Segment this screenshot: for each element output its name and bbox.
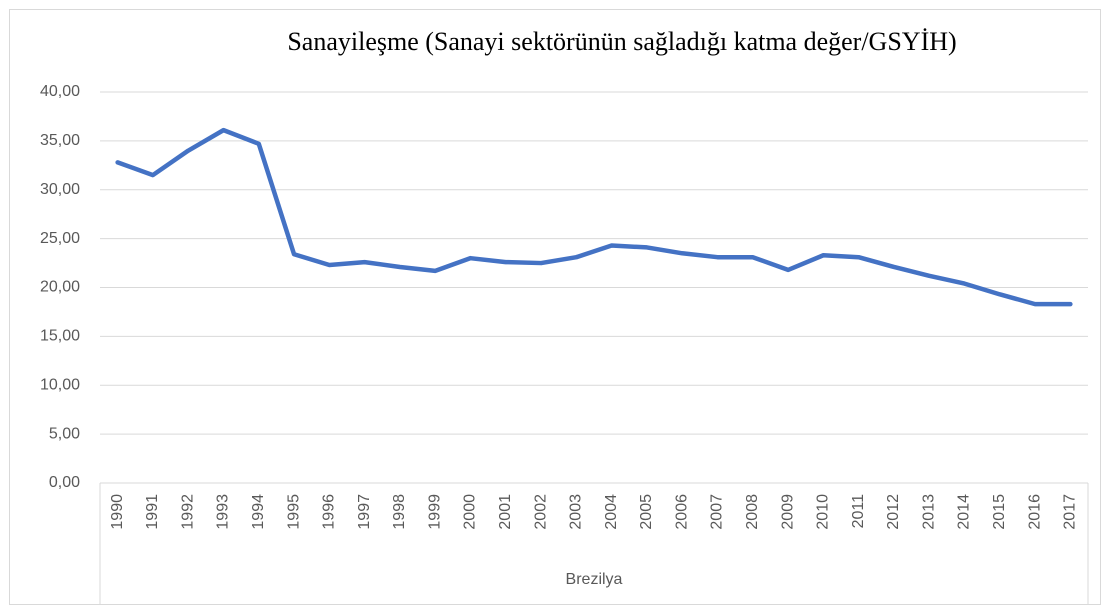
x-tick-label: 2007 xyxy=(709,494,726,530)
line-series xyxy=(115,127,1073,307)
chart-title: Sanayileşme (Sanayi sektörünün sağladığı… xyxy=(287,27,956,56)
x-tick-label: 1996 xyxy=(321,494,338,530)
x-tick-label: 2006 xyxy=(673,494,690,530)
chart-border xyxy=(9,9,1101,605)
y-tick-label: 30,00 xyxy=(40,181,80,198)
y-tick-label: 10,00 xyxy=(40,376,80,393)
x-tick-label: 2003 xyxy=(568,494,585,530)
x-tick-label: 2005 xyxy=(638,494,655,530)
x-tick-label: 1995 xyxy=(285,494,302,530)
x-tick-label: 2013 xyxy=(920,494,937,530)
y-tick-label: 20,00 xyxy=(40,279,80,296)
y-tick-label: 25,00 xyxy=(40,230,80,247)
x-tick-label: 2002 xyxy=(532,494,549,530)
x-tick-label: 2016 xyxy=(1026,494,1043,530)
x-tick-label: 1997 xyxy=(356,494,373,530)
x-tick-label: 2001 xyxy=(497,494,514,530)
x-tick-label: 2010 xyxy=(815,494,832,530)
x-tick-label: 1993 xyxy=(215,494,232,530)
x-tick-label: 2014 xyxy=(956,494,973,530)
y-tick-label: 5,00 xyxy=(49,425,80,442)
x-tick-label: 2017 xyxy=(1062,494,1079,530)
y-tick-label: 35,00 xyxy=(40,132,80,149)
x-tick-label: 2011 xyxy=(850,494,867,529)
y-tick-label: 40,00 xyxy=(40,83,80,100)
x-tick-label: 1991 xyxy=(144,494,161,530)
x-tick-label: 2009 xyxy=(779,494,796,530)
x-tick-label: 2004 xyxy=(603,494,620,530)
x-tick-label: 2012 xyxy=(885,494,902,530)
y-tick-label: 0,00 xyxy=(49,474,80,491)
y-tick-label: 15,00 xyxy=(40,328,80,345)
x-tick-label: 1992 xyxy=(179,494,196,530)
x-tick-label: 2000 xyxy=(462,494,479,530)
x-tick-label: 1999 xyxy=(426,494,443,530)
x-tick-label: 2008 xyxy=(744,494,761,530)
x-tick-label: 2015 xyxy=(991,494,1008,530)
x-tick-label: 1990 xyxy=(109,494,126,530)
x-tick-label: 1998 xyxy=(391,494,408,530)
x-axis-label: Brezilya xyxy=(566,571,623,588)
x-tick-label: 1994 xyxy=(250,494,267,530)
